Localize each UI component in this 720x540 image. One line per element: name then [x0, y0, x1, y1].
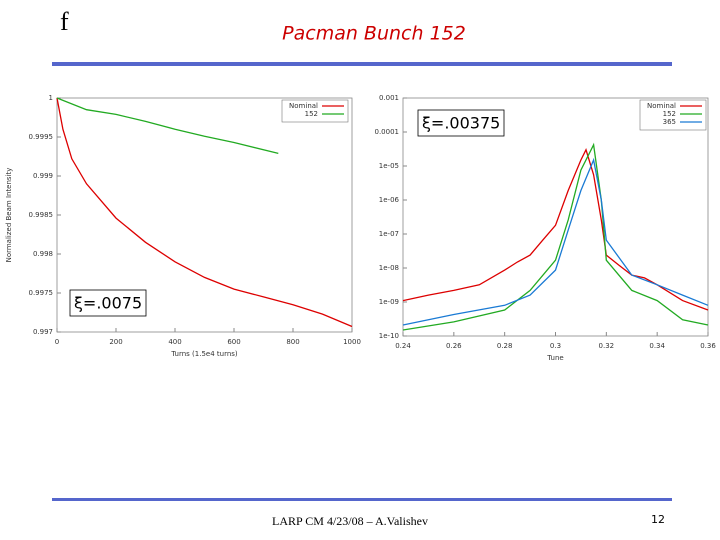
- slide-title: Pacman Bunch 152: [282, 23, 466, 45]
- bottom-rule: [52, 498, 672, 501]
- y-tick-label: 0.998: [33, 250, 53, 258]
- y-tick-label: 0.0001: [375, 128, 400, 136]
- y-tick-label: 1: [49, 94, 53, 102]
- footer: LARP CM 4/23/08 – A.Valishev: [272, 514, 428, 528]
- legend-box: [639, 99, 707, 131]
- y-tick-label: 0.9975: [29, 289, 54, 297]
- x-tick-label: 1000: [343, 338, 361, 346]
- x-tick-label: 0.28: [497, 342, 513, 350]
- data-line: [56, 97, 353, 328]
- y-tick-label: 1e-05: [379, 162, 399, 170]
- x-tick-label: 0.34: [649, 342, 665, 350]
- annotation: ξ=.00375: [422, 114, 500, 133]
- x-tick-label: 0.3: [550, 342, 561, 350]
- y-tick-label: 0.9985: [29, 211, 54, 219]
- x-tick-label: 0.24: [395, 342, 411, 350]
- x-axis-label: Tune: [546, 354, 563, 362]
- x-tick-label: 0.32: [599, 342, 615, 350]
- x-tick-label: 0.36: [700, 342, 716, 350]
- y-tick-label: 0.001: [379, 94, 399, 102]
- x-tick-label: 0: [55, 338, 59, 346]
- legend-label: Nominal: [647, 102, 676, 110]
- data-line: [56, 97, 279, 155]
- x-tick-label: 0.26: [446, 342, 462, 350]
- data-line: [402, 157, 709, 326]
- x-tick-label: 200: [109, 338, 122, 346]
- x-tick-label: 600: [227, 338, 240, 346]
- x-tick-label: 400: [168, 338, 181, 346]
- data-line: [402, 148, 709, 311]
- y-tick-label: 1e-06: [379, 196, 400, 204]
- y-axis-label: Normalized Beam Intensity: [5, 168, 13, 263]
- page-number: 12: [651, 513, 665, 526]
- y-tick-label: 1e-10: [379, 332, 399, 340]
- y-tick-label: 1e-09: [379, 298, 399, 306]
- annotation: ξ=.0075: [74, 294, 142, 313]
- legend-label: 365: [663, 118, 676, 126]
- legend-label: 152: [663, 110, 676, 118]
- y-tick-label: 0.9995: [29, 133, 54, 141]
- data-line: [402, 142, 709, 331]
- y-tick-label: 0.997: [33, 328, 53, 336]
- logo: f: [60, 7, 69, 36]
- y-tick-label: 0.999: [33, 172, 53, 180]
- top-rule: [52, 62, 672, 66]
- y-tick-label: 1e-08: [379, 264, 399, 272]
- annotation-box: [417, 109, 505, 137]
- y-tick-label: 1e-07: [379, 230, 399, 238]
- annotation-box: [69, 289, 147, 317]
- x-tick-label: 800: [286, 338, 299, 346]
- x-axis-label: Turns (1.5e4 turns): [170, 350, 238, 358]
- legend-label: Nominal: [289, 102, 318, 110]
- legend-label: 152: [305, 110, 318, 118]
